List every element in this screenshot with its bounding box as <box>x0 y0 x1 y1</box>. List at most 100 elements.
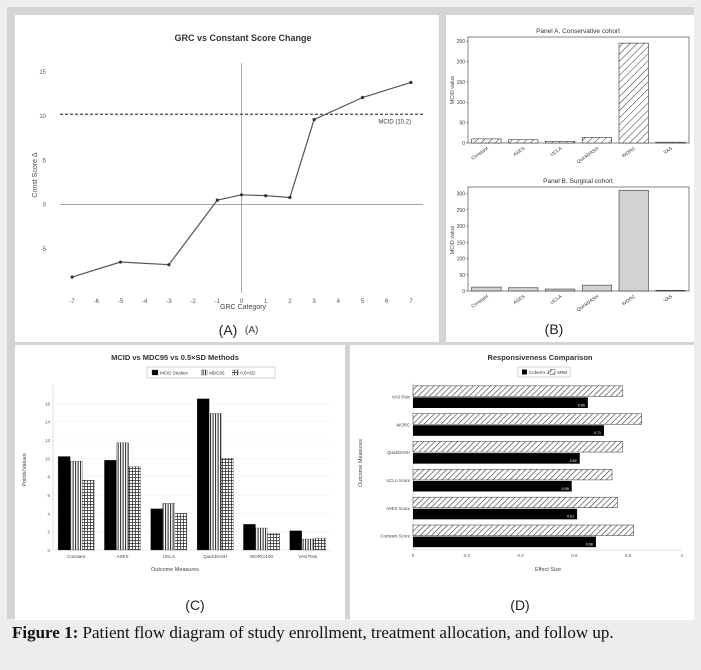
y-tick-label: 0 <box>462 141 465 147</box>
y-tick-label: 5 <box>43 158 47 164</box>
cohens-d-bar <box>413 425 604 436</box>
x-tick-label: -6 <box>94 299 100 305</box>
panel-c-label: (C) <box>185 597 204 613</box>
x-tick-label: -1 <box>215 299 221 305</box>
bar <box>581 284 612 292</box>
legend-label: MDC95 <box>209 371 225 376</box>
grc-line-chart: GRC vs Constant Score Change MCID (10.2)… <box>32 33 423 338</box>
data-point <box>215 198 219 202</box>
bar <box>581 136 612 144</box>
bar <box>150 508 163 551</box>
legend-swatch <box>549 369 556 375</box>
chart-c-ylabel: Points/Values <box>22 453 28 486</box>
bar-value-label: 0.61 <box>567 515 574 519</box>
chart-a-ylabel: Const Score Δ <box>32 152 39 197</box>
category-label: ASES <box>116 554 128 559</box>
category-label: ASES <box>512 294 526 306</box>
cohens-d-bar <box>413 480 572 492</box>
bar <box>255 527 268 551</box>
data-point <box>239 193 244 197</box>
chart-d-xlabel: Effect Size <box>535 567 561 573</box>
bar <box>196 398 210 551</box>
bar <box>655 290 686 292</box>
y-tick-label: 200 <box>457 224 466 230</box>
data-point <box>312 118 316 122</box>
x-tick-label: 1 <box>681 553 684 558</box>
chart-d-title: Responsiveness Comparison <box>487 353 592 362</box>
chart-d-ylabel: Outcome Measures <box>358 439 364 487</box>
category-label: UCLA <box>163 554 175 559</box>
responsiveness-chart: Responsiveness Comparison Cohen's d SRM 0… <box>358 353 684 613</box>
panel-a: GRC vs Constant Score Change MCID (10.2)… <box>15 15 439 342</box>
y-tick-label: 14 <box>45 420 51 425</box>
panel-d-label: (D) <box>510 597 529 613</box>
y-tick-label: 200 <box>457 59 466 65</box>
panel-a-label-duplicate: (A) <box>245 325 258 336</box>
category-label: WORC/100 <box>250 554 274 559</box>
category-label: UCLA Score <box>386 478 410 483</box>
category-label: Constant <box>470 145 490 161</box>
legend-box <box>146 366 276 379</box>
panel-a-label: (A) <box>219 322 238 338</box>
category-label: Constant <box>67 554 86 559</box>
category-label: WORC <box>396 422 410 427</box>
category-label: WORC <box>621 293 637 307</box>
bar <box>208 413 222 551</box>
x-tick-label: -4 <box>142 299 148 305</box>
figure-caption: Figure 1: Patient flow diagram of study … <box>12 622 692 644</box>
category-label: Constant <box>470 293 490 309</box>
category-label: QuickDASH <box>576 293 601 313</box>
x-tick-label: -2 <box>190 299 196 305</box>
y-tick-label: 100 <box>457 257 466 263</box>
bar <box>618 189 649 292</box>
y-tick-label: 2 <box>47 530 50 535</box>
bar <box>82 480 95 551</box>
y-tick-label: 0 <box>47 548 50 553</box>
panel-b-label: (B) <box>545 321 564 337</box>
data-point <box>360 95 365 100</box>
legend-label: Cohen's d <box>529 370 550 375</box>
legend-swatch <box>522 369 527 375</box>
bar-value-label: 0.62 <box>570 459 577 463</box>
x-tick-label: 4 <box>337 299 341 305</box>
y-tick-label: -5 <box>41 247 47 253</box>
legend-label: SRM <box>557 370 567 375</box>
cohens-d-bar <box>413 453 580 464</box>
x-tick-label: 0.8 <box>625 553 632 558</box>
category-label: Constant Score <box>380 534 410 539</box>
bar <box>301 538 315 551</box>
data-point <box>118 260 123 264</box>
y-tick-label: 250 <box>457 39 466 45</box>
bar <box>128 466 141 551</box>
bar <box>545 288 576 292</box>
x-tick-label: -7 <box>69 299 75 305</box>
cohens-d-bar <box>413 397 588 408</box>
x-tick-label: 7 <box>409 299 413 305</box>
bar <box>471 138 502 144</box>
bar <box>162 503 176 551</box>
bar <box>471 286 502 292</box>
legend-swatch <box>151 369 159 376</box>
chart-b2-title: Panel B. Surgical cohort <box>543 178 613 185</box>
cohens-d-bar <box>413 508 578 520</box>
bar <box>508 287 539 292</box>
bar <box>174 513 188 551</box>
chart-b2-ylabel: MCID value <box>450 226 456 255</box>
y-tick-label: 300 <box>457 192 466 198</box>
bar <box>69 460 83 551</box>
category-label: ASES <box>512 146 526 158</box>
bar-value-label: 0.68 <box>586 542 593 546</box>
legend-box <box>517 366 571 378</box>
plot-frame <box>467 36 690 144</box>
bar <box>243 524 256 551</box>
mcid-line-label: MCID (10.2) <box>378 119 411 125</box>
y-tick-label: 15 <box>39 70 46 76</box>
y-tick-label: 10 <box>39 114 46 120</box>
category-label: VAS <box>663 294 674 304</box>
category-label: ASES Score <box>386 506 410 511</box>
bar-value-label: 0.65 <box>578 403 585 407</box>
chart-c-title: MCID vs MDC95 vs 0.5×SD Methods <box>111 353 239 362</box>
category-label: UCLA <box>549 293 564 306</box>
x-tick-label: 6 <box>385 299 389 305</box>
bar-value-label: 0.59 <box>562 487 569 491</box>
